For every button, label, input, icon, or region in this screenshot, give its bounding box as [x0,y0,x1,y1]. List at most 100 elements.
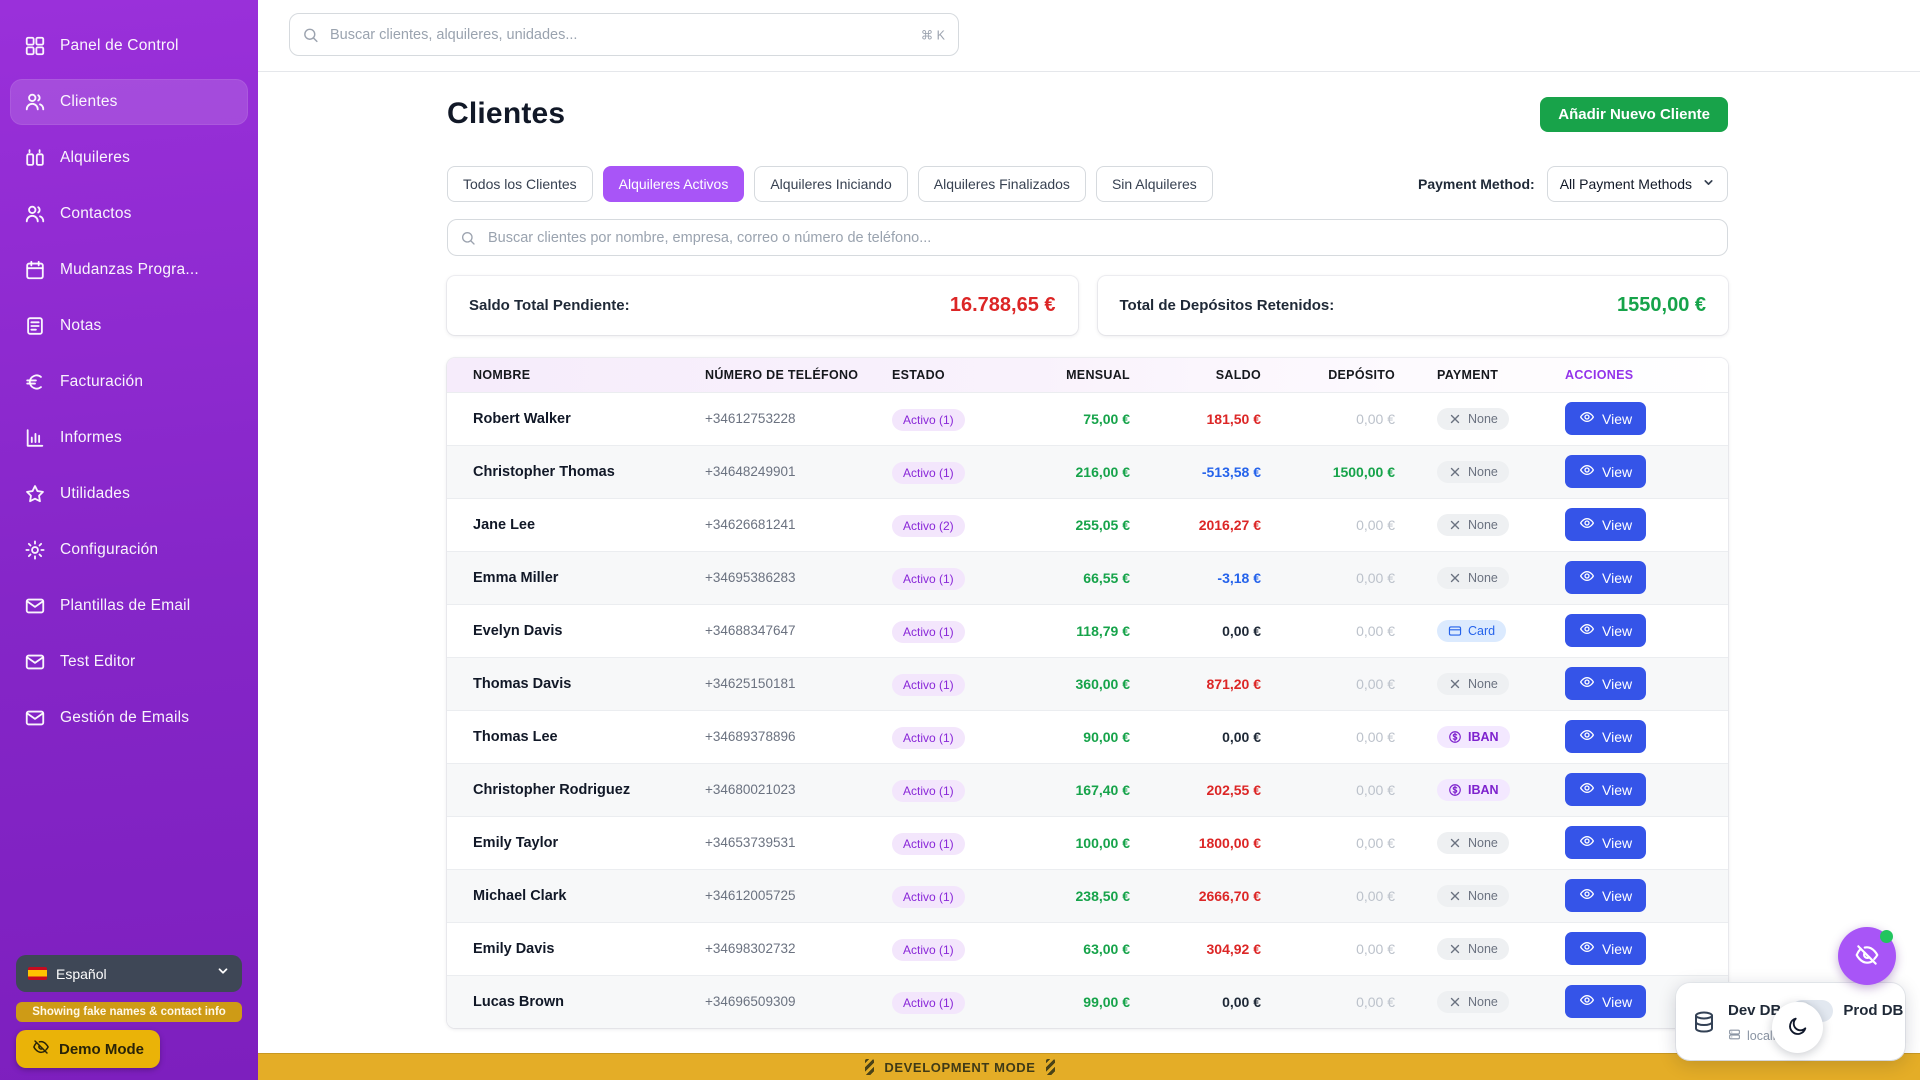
eye-icon [1579,621,1595,640]
chart-icon [24,427,46,449]
client-phone: +34698302732 [705,941,796,956]
gear-icon [24,539,46,561]
global-search-input[interactable] [289,13,959,56]
sidebar-item-test-editor[interactable]: Test Editor [10,639,248,685]
table-row: Michael Clark +34612005725 Activo (1) 23… [447,869,1728,922]
view-button[interactable]: View [1565,402,1647,435]
client-phone: +34612753228 [705,411,796,426]
sidebar-item-facturacion[interactable]: Facturación [10,359,248,405]
col-payment: PAYMENT [1437,367,1499,382]
table-row: Christopher Thomas +34648249901 Activo (… [447,445,1728,498]
eye-icon [1579,886,1595,905]
view-button[interactable]: View [1565,879,1647,912]
tab-alquileres-activos[interactable]: Alquileres Activos [602,166,745,202]
stat-held-deposits: Total de Depósitos Retenidos: 1550,00 € [1097,276,1728,335]
balance-amount: 202,55 € [1206,781,1262,798]
dark-mode-button[interactable] [1772,1002,1823,1053]
client-name: Emily Davis [473,940,555,957]
table-row: Jane Lee +34626681241 Activo (2) 255,05 … [447,498,1728,551]
sidebar-item-alquileres[interactable]: Alquileres [10,135,248,181]
monthly-amount: 90,00 € [1083,728,1130,745]
monthly-amount: 238,50 € [1075,887,1131,904]
view-button[interactable]: View [1565,826,1647,859]
sidebar-item-mudanzas[interactable]: Mudanzas Progra... [10,247,248,293]
table-row: Emily Davis +34698302732 Activo (1) 63,0… [447,922,1728,975]
col-saldo: SALDO [1215,367,1261,382]
filter-tabs: Todos los Clientes Alquileres Activos Alqu… [447,166,1213,202]
view-button[interactable]: View [1565,667,1647,700]
balance-amount: 2016,27 € [1198,516,1261,533]
stat-pending-balance: Saldo Total Pendiente: 16.788,65 € [447,276,1078,335]
status-badge: Activo (1) [892,461,965,484]
payment-method-select[interactable]: All Payment Methods [1546,166,1728,202]
fake-data-notice: Showing fake names & contact info [16,1002,242,1022]
demo-mode-button[interactable]: Demo Mode [16,1030,161,1068]
eye-icon [1579,727,1595,746]
sidebar-item-contactos[interactable]: Contactos [10,191,248,237]
status-badge: Activo (2) [892,514,965,537]
credit-card-icon [1448,624,1462,638]
tab-alquileres-finalizados[interactable]: Alquileres Finalizados [917,166,1086,202]
moon-icon [1787,1015,1809,1040]
sidebar-item-plantillas-email[interactable]: Plantillas de Email [10,583,248,629]
table-row: Thomas Lee +34689378896 Activo (1) 90,00… [447,710,1728,763]
deposit-amount: 0,00 € [1356,887,1395,904]
view-button[interactable]: View [1565,985,1647,1019]
deposit-amount: 0,00 € [1356,940,1395,957]
col-estado: ESTADO [892,367,945,382]
global-search: ⌘ K [289,13,959,56]
eye-icon [1579,833,1595,852]
tab-todos-los-clientes[interactable]: Todos los Clientes [447,166,593,202]
view-button[interactable]: View [1565,932,1647,965]
client-search-input[interactable] [447,219,1728,256]
table-header-row: NOMBRE NÚMERO DE TELÉFONO ESTADO MENSUAL… [447,358,1728,392]
col-deposito: DEPÓSITO [1328,367,1395,382]
table-body: Robert Walker +34612753228 Activo (1) 75… [447,392,1728,1028]
client-search [447,219,1728,256]
payment-badge: IBAN [1437,778,1510,801]
tab-alquileres-iniciando[interactable]: Alquileres Iniciando [754,166,908,202]
view-button[interactable]: View [1565,455,1647,488]
status-badge: Activo (1) [892,938,965,961]
table-row: Emily Taylor +34653739531 Activo (1) 100… [447,816,1728,869]
status-badge: Activo (1) [892,408,965,431]
eye-icon [1579,992,1595,1011]
tab-sin-alquileres[interactable]: Sin Alquileres [1095,166,1213,202]
users-icon [24,91,46,113]
payment-badge: IBAN [1437,725,1510,748]
payment-badge: None [1437,937,1509,960]
payment-badge: None [1437,672,1509,695]
sidebar-item-utilidades[interactable]: Utilidades [10,471,248,517]
view-button[interactable]: View [1565,508,1647,541]
search-icon [460,230,476,246]
col-telefono: NÚMERO DE TELÉFONO [705,367,859,382]
view-button[interactable]: View [1565,773,1647,806]
sidebar-item-clientes[interactable]: Clientes [10,79,248,125]
view-button[interactable]: View [1565,720,1647,753]
sidebar-item-gestion-emails[interactable]: Gestión de Emails [10,695,248,741]
x-icon [1448,889,1462,903]
table-row: Lucas Brown +34696509309 Activo (1) 99,0… [447,975,1728,1028]
sidebar-item-configuracion[interactable]: Configuración [10,527,248,573]
dashboard-icon [24,35,46,57]
star-icon [24,483,46,505]
client-phone: +34653739531 [705,835,796,850]
view-button[interactable]: View [1565,561,1647,594]
development-mode-bar: DEVELOPMENT MODE [0,1053,1920,1080]
sidebar-item-informes[interactable]: Informes [10,415,248,461]
language-select[interactable]: Español [16,955,242,992]
add-client-button[interactable]: Añadir Nuevo Cliente [1540,96,1728,132]
x-icon [1448,571,1462,585]
deposit-amount: 0,00 € [1356,516,1395,533]
balance-amount: 0,00 € [1222,728,1261,745]
dev-db-label: Dev DB [1728,1002,1782,1019]
monthly-amount: 100,00 € [1075,834,1131,851]
view-button[interactable]: View [1565,614,1647,647]
deposit-amount: 0,00 € [1356,728,1395,745]
deposit-amount: 0,00 € [1356,993,1395,1010]
sidebar-item-panel-de-control[interactable]: Panel de Control [10,23,248,69]
monthly-amount: 66,55 € [1083,569,1130,586]
sidebar-item-notas[interactable]: Notas [10,303,248,349]
x-icon [1448,518,1462,532]
privacy-toggle-button[interactable] [1838,927,1896,985]
